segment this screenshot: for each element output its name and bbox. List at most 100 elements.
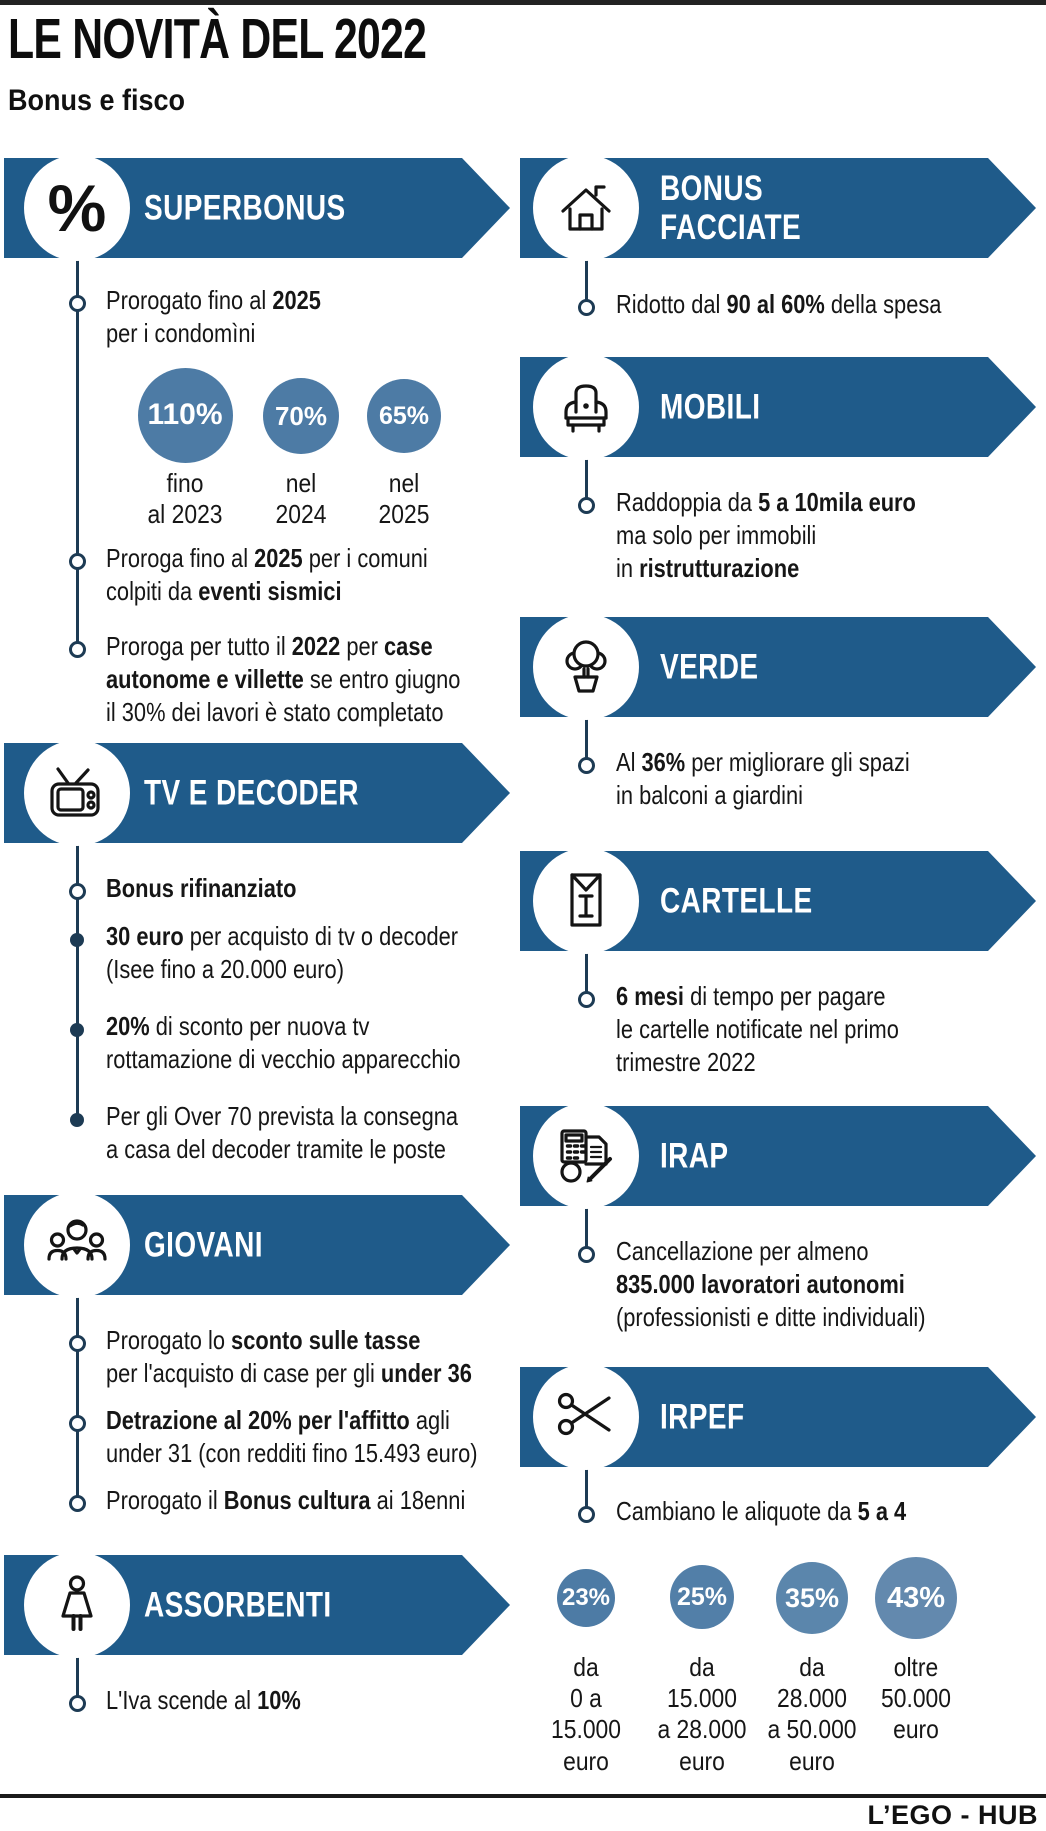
item-text: 20% di sconto per nuova tv rottamazione …: [106, 1010, 461, 1076]
armchair-icon: [564, 384, 608, 433]
text-segment: Cambiano le aliquote da: [616, 1496, 858, 1526]
percentage-bubble: 43%: [875, 1557, 957, 1639]
item-text: Cambiano le aliquote da 5 a 4: [616, 1495, 906, 1528]
bubble-value: 70%: [274, 400, 328, 431]
text-segment: 6 mesi: [616, 981, 685, 1011]
banner-title-facciate: BONUS FACCIATE: [660, 168, 802, 247]
item-text: Prorogato lo sconto sulle tasse per l'ac…: [106, 1324, 472, 1390]
timeline-verde: [584, 711, 588, 766]
timeline-facciate: [584, 252, 588, 308]
item-text: L'Iva scende al 10%: [106, 1684, 301, 1717]
bubble-label: nel 2024: [275, 468, 327, 530]
item-text: Raddoppia da 5 a 10mila euro ma solo per…: [616, 486, 916, 585]
icon-circle-facciate: [533, 155, 639, 261]
text-segment: Cancellazione per almeno: [616, 1236, 869, 1266]
bullet-open: [68, 1695, 86, 1712]
item-text: Per gli Over 70 prevista la consegna a c…: [106, 1100, 458, 1166]
text-segment: 5 a 10mila euro: [758, 487, 916, 517]
banner-title-giovani: GIOVANI: [144, 1225, 263, 1265]
text-segment: Bonus cultura: [223, 1485, 371, 1515]
bullet-open: [577, 991, 595, 1008]
bullet-open: [68, 553, 86, 570]
text-segment: under 36: [380, 1358, 472, 1389]
text-segment: di tempo per pagare le cartelle notifica…: [616, 981, 899, 1078]
credit-label: L’EGO - HUB: [867, 1800, 1038, 1830]
text-segment: Proroga fino al: [106, 543, 255, 573]
text-segment: per: [340, 631, 385, 661]
bubble-label: nel 2025: [378, 468, 430, 530]
item-text: Cancellazione per almeno 835.000 lavorat…: [616, 1235, 926, 1334]
banner-title-superbonus: SUPERBONUS: [144, 188, 346, 228]
bullet-open: [577, 1246, 595, 1263]
timeline-irpef: [584, 1461, 588, 1515]
text-segment: 90 al 60%: [726, 289, 825, 319]
tree-icon: [565, 640, 607, 693]
text-segment: Proroga per tutto il: [106, 631, 292, 661]
text-segment: agli under 31 (con redditi fino 15.493 e…: [106, 1405, 478, 1469]
woman-icon: [61, 1575, 93, 1631]
text-segment: eventi sismici: [198, 576, 342, 607]
icon-circle-verde: [533, 614, 639, 720]
bubble-value: 23%: [561, 1584, 611, 1611]
text-segment: Bonus rifinanziato: [106, 873, 297, 903]
text-segment: se entro giugno il 30% dei lavori è stat…: [106, 664, 461, 728]
item-text: 30 euro per acquisto di tv o decoder (Is…: [106, 920, 458, 986]
bullet-open: [68, 1415, 86, 1432]
text-segment: per acquisto di tv o decoder (Isee fino …: [106, 921, 459, 985]
text-segment: Prorogato lo: [106, 1325, 232, 1355]
bubble-value: 25%: [676, 1582, 728, 1611]
text-segment: L'Iva scende al: [106, 1685, 258, 1715]
text-segment: case autonome e villette: [106, 631, 433, 695]
top-border: [0, 0, 1046, 5]
text-segment: Raddoppia da: [616, 487, 759, 517]
text-segment: 2025: [254, 543, 303, 573]
bullet-open: [68, 1495, 86, 1512]
text-segment: 20%: [106, 1011, 150, 1041]
item-text: Bonus rifinanziato: [106, 872, 296, 905]
text-segment: 835.000 lavoratori autonomi: [616, 1269, 905, 1300]
percentage-bubble: 25%: [670, 1565, 734, 1629]
text-segment: sconto sulle tasse: [231, 1325, 421, 1355]
text-segment: ma solo per immobili in: [616, 520, 817, 584]
banner-title-tv: TV E DECODER: [144, 773, 359, 813]
percent-icon: %: [47, 171, 107, 245]
item-text: Prorogato fino al 2025 per i condomìni: [106, 284, 321, 350]
text-segment: 2022: [291, 631, 341, 661]
bullet-open: [68, 641, 86, 658]
icon-circle-irpef: [533, 1364, 639, 1470]
timeline-tv: [75, 837, 79, 1120]
text-segment: Per gli Over 70 prevista la consegna a c…: [106, 1101, 459, 1165]
item-text: Al 36% per migliorare gli spazi in balco…: [616, 746, 910, 812]
text-segment: 30 euro: [106, 921, 184, 951]
banner-title-mobili: MOBILI: [660, 387, 761, 427]
timeline-superbonus: [75, 252, 79, 650]
item-text: Detrazione al 20% per l'affitto agli und…: [106, 1404, 478, 1470]
percentage-bubble: 110%: [137, 367, 233, 463]
text-segment: per i condomìni: [106, 318, 256, 349]
bullet-open: [577, 299, 595, 316]
text-segment: ai 18enni: [370, 1485, 466, 1515]
bullet-open: [577, 497, 595, 514]
banner-title-irpef: IRPEF: [660, 1397, 745, 1437]
item-text: Proroga per tutto il 2022 per case auton…: [106, 630, 460, 729]
footer-divider: [0, 1794, 1046, 1798]
timeline-assorbenti: [75, 1649, 79, 1704]
item-text: Proroga fino al 2025 per i comuni colpit…: [106, 542, 428, 608]
text-segment: Prorogato il: [106, 1485, 224, 1515]
bubble-value: 35%: [784, 1582, 840, 1613]
text-segment: di sconto per nuova tv rottamazione di v…: [106, 1011, 461, 1075]
timeline-giovani: [75, 1289, 79, 1504]
text-segment: Detrazione al 20% per l'affitto: [106, 1405, 410, 1435]
text-segment: 36%: [641, 747, 686, 777]
bullet-open: [68, 295, 86, 312]
bubble-value: 43%: [886, 1581, 946, 1614]
bullet-open: [577, 1506, 595, 1523]
bubble-label: fino al 2023: [147, 468, 223, 530]
icon-circle-cartelle: [533, 848, 639, 954]
calculator-pencil-icon: [560, 1129, 612, 1183]
bubble-value: 110%: [147, 398, 223, 431]
icon-circle-assorbenti: [24, 1552, 130, 1658]
bullet-filled: [70, 1023, 84, 1037]
bullet-filled: [70, 933, 84, 947]
